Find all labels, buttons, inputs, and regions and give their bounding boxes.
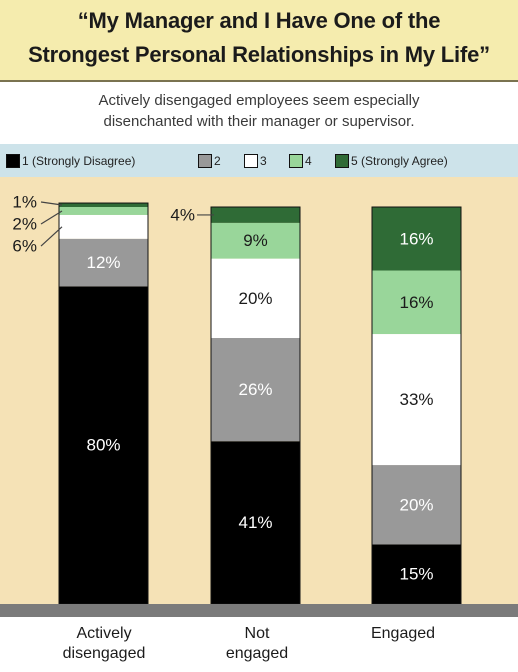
- legend-item-1: 1 (Strongly Disagree): [6, 153, 135, 169]
- chart-title-line-2: Strongest Personal Relationships in My L…: [28, 42, 490, 67]
- data-label-engaged-2: 20%: [399, 495, 433, 514]
- data-label-not-engaged-5: 4%: [170, 205, 195, 224]
- data-label-engaged-5: 16%: [399, 229, 433, 248]
- data-label-engaged-3: 33%: [399, 390, 433, 409]
- bar-segment-actively-disengaged-5: [59, 203, 148, 207]
- plot-area: 80% 12% 1% 2% 6% 41% 26% 20% 9% 4% 15% 20% 33% 16% 16%: [0, 177, 518, 617]
- legend-label-3: 3: [260, 154, 267, 168]
- legend-label-2: 2: [214, 154, 221, 168]
- stacked-bar-chart: 80% 12% 1% 2% 6% 41% 26% 20% 9% 4% 15% 20% 33% 16% 16%: [12, 193, 462, 605]
- data-label-not-engaged-1: 41%: [238, 513, 272, 532]
- category-label-not-engaged-line-2: engaged: [225, 645, 289, 662]
- bar-segment-not-engaged-1: [211, 441, 300, 604]
- data-label-not-engaged-4: 9%: [243, 231, 268, 250]
- legend-label-1: 1 (Strongly Disagree): [22, 154, 136, 168]
- bar-segment-not-engaged-4: [211, 222, 300, 259]
- data-label-actively-disengaged-5-leader: [40, 201, 63, 206]
- data-label-not-engaged-2: 26%: [238, 380, 272, 399]
- legend-swatch-4: [289, 154, 303, 168]
- bar-segment-engaged-4: [372, 270, 461, 335]
- bar-segment-not-engaged-5: [211, 207, 300, 223]
- chart-subtitle-line-1: Actively disengaged employees seem espec…: [98, 92, 420, 109]
- data-label-actively-disengaged-4-leader: [40, 210, 63, 225]
- bar-segment-not-engaged-3: [211, 258, 300, 339]
- bar-segment-engaged-1: [372, 544, 461, 604]
- data-label-actively-disengaged-1: 80%: [86, 436, 120, 455]
- category-label-not-engaged-line-1: Not: [244, 625, 270, 642]
- bar-segment-actively-disengaged-1: [59, 286, 148, 604]
- data-label-not-engaged-3: 20%: [238, 289, 272, 308]
- category-label-actively-disengaged-line-2: disengaged: [62, 645, 146, 662]
- category-label-engaged: Engaged: [333, 624, 473, 644]
- chart-title-line-1: “My Manager and I Have One of the: [77, 8, 441, 33]
- legend-label-4: 4: [305, 154, 312, 168]
- legend-item-5: 5 (Strongly Agree): [335, 153, 448, 169]
- data-label-engaged-1: 15%: [399, 565, 433, 584]
- legend-item-3: 3: [244, 153, 267, 169]
- legend-label-5: 5 (Strongly Agree): [351, 154, 448, 168]
- legend: 1 (Strongly Disagree) 2 3 4 5 (Strongly …: [0, 144, 518, 177]
- category-label-engaged-line-1: Engaged: [370, 625, 436, 642]
- legend-swatch-5: [335, 154, 349, 168]
- data-label-actively-disengaged-3: 6%: [12, 237, 37, 256]
- title-band: “My Manager and I Have One of the Strong…: [0, 0, 518, 82]
- legend-swatch-1: [6, 154, 20, 168]
- category-label-actively-disengaged-line-1: Actively: [76, 625, 132, 642]
- chart-subtitle-line-2: disenchanted with their manager or super…: [103, 113, 415, 130]
- legend-item-2: 2: [198, 153, 221, 169]
- baseline-bar: [0, 604, 518, 617]
- data-label-engaged-4: 16%: [399, 293, 433, 312]
- bar-segment-engaged-2: [372, 465, 461, 545]
- data-label-actively-disengaged-3-leader: [40, 226, 63, 247]
- bar-segment-engaged-3: [372, 334, 461, 466]
- bar-segment-not-engaged-2: [211, 338, 300, 442]
- data-label-actively-disengaged-2: 12%: [86, 253, 120, 272]
- category-label-actively-disengaged: Actively disengaged: [34, 624, 174, 664]
- category-label-not-engaged: Not engaged: [187, 624, 327, 664]
- data-label-actively-disengaged-5: 1%: [12, 193, 37, 212]
- bar-segment-engaged-5: [372, 207, 461, 271]
- data-label-actively-disengaged-4: 2%: [12, 215, 37, 234]
- legend-swatch-3: [244, 154, 258, 168]
- legend-swatch-2: [198, 154, 212, 168]
- bar-segment-actively-disengaged-3: [59, 214, 148, 239]
- legend-item-4: 4: [289, 153, 312, 169]
- bar-segment-actively-disengaged-2: [59, 238, 148, 287]
- bar-segment-actively-disengaged-4: [59, 207, 148, 215]
